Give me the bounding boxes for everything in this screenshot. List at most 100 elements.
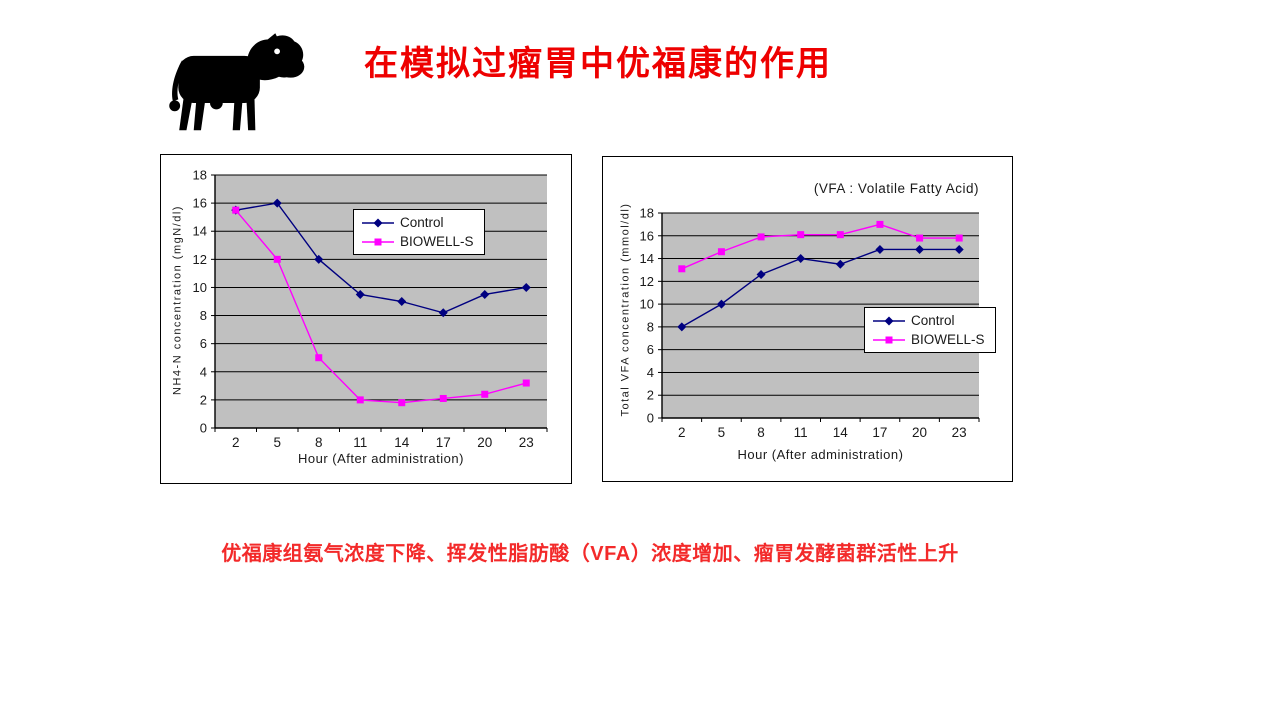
y-axis-title: Total VFA concentration (mmol/dl) [619,202,631,416]
series-marker-biowell-s [916,234,924,242]
series-line-control [681,248,960,328]
y-tick-label: 18 [640,206,654,221]
y-tick-label: 10 [640,297,654,312]
y-tick-label: 14 [193,224,207,239]
x-tick-label: 17 [872,425,887,440]
series-marker-biowell-s [481,390,489,398]
cow-icon-graphic [169,33,305,131]
legend-item-biowell-s: BIOWELL-S [361,233,474,250]
series-marker-control [756,270,766,279]
legend-marker-glyph-biowell-s [885,336,893,343]
series-marker-control [272,198,282,208]
legend-marker-control [362,218,394,227]
y-tick-label: 2 [200,392,207,407]
series-marker-biowell-s [717,248,725,256]
x-tick-label: 8 [757,425,765,440]
series-marker-biowell-s [797,231,805,239]
series-marker-control [835,259,845,269]
legend: Control BIOWELL-S [353,209,485,255]
series-marker-control [677,322,687,332]
series-line-control [235,202,527,314]
y-tick-label: 14 [640,251,654,266]
series-marker-biowell-s [955,234,963,242]
series-marker-control [915,244,925,254]
series-marker-control [875,244,885,254]
y-tick-label: 8 [200,308,207,323]
y-tick-label: 12 [640,274,654,289]
legend-label-control: Control [911,313,955,328]
legend-label-control: Control [400,215,444,230]
legend: Control BIOWELL-S [864,307,996,353]
y-tick-label: 16 [193,196,207,211]
legend-item-control: Control [872,312,985,329]
series-marker-biowell-s [876,220,884,228]
y-tick-label: 4 [200,364,207,379]
y-tick-label: 6 [647,342,654,357]
series-marker-biowell-s [757,233,765,241]
footnote-text: 优福康组氨气浓度下降、挥发性脂肪酸（VFA）浓度增加、瘤胃发酵菌群活性上升 [221,543,959,565]
chart-vfa-panel: 0 2 4 6 8 10 12 14 16 18 2 5 8 11 14 17 20 23 Total VFA co… [602,156,1013,482]
x-tick-label: 23 [952,425,967,440]
y-tick-label: 0 [647,411,654,426]
y-axis-title: NH4-N concentration (mgN/dl) [171,204,183,395]
x-tick-label: 2 [678,425,686,440]
series-marker-control [716,299,726,309]
series-line-biowell-s [681,223,960,270]
x-tick-label: 2 [232,435,240,450]
legend-item-biowell-s: BIOWELL-S [872,331,985,348]
series-marker-biowell-s [836,231,844,239]
series-marker-biowell-s [273,255,281,263]
y-tick-label: 0 [200,421,207,436]
series-marker-biowell-s [315,354,323,362]
x-tick-label: 11 [353,435,367,450]
y-tick-label: 2 [647,388,654,403]
y-tick-label: 16 [640,228,654,243]
legend-label-biowell-s: BIOWELL-S [400,234,474,249]
series-line-biowell-s [235,209,527,404]
series-marker-control [355,289,365,299]
legend-marker-glyph-biowell-s [374,238,382,245]
series-marker-control [438,308,448,318]
legend-marker-biowell-s [873,336,905,343]
series-marker-control [480,289,490,299]
x-tick-label: 20 [912,425,927,440]
y-tick-label: 4 [647,365,654,380]
x-tick-label: 5 [273,435,281,450]
y-tick-label: 18 [193,168,207,183]
legend-marker-biowell-s [362,238,394,245]
chart-nh4n-panel: 0 2 4 6 8 10 12 14 16 18 2 5 8 11 14 17 20 23 NH4-N concen… [160,154,572,484]
x-tick-label: 14 [833,425,849,440]
y-tick-label: 12 [193,252,207,267]
legend-marker-glyph-control [373,218,383,227]
series-marker-biowell-s [522,379,530,387]
series-marker-biowell-s [678,265,686,273]
y-tick-label: 10 [193,280,207,295]
cow-eye [274,48,280,55]
x-axis-title: Hour (After administration) [298,451,464,466]
x-tick-label: 8 [315,435,323,450]
series-marker-control [397,297,407,306]
legend-label-biowell-s: BIOWELL-S [911,332,985,347]
y-tick-label: 8 [647,319,654,334]
vfa-annotation: (VFA : Volatile Fatty Acid) [813,181,979,196]
x-tick-label: 5 [718,425,726,440]
legend-marker-glyph-control [884,316,894,325]
cow-silhouette-icon [162,32,307,136]
series-marker-control [314,254,324,264]
y-tick-label: 6 [200,336,207,351]
x-tick-label: 23 [519,435,534,450]
series-marker-biowell-s [356,396,364,404]
series-marker-biowell-s [398,399,406,407]
x-tick-label: 14 [394,435,410,450]
x-axis-title: Hour (After administration) [737,447,904,462]
legend-item-control: Control [361,214,474,231]
x-tick-label: 17 [436,435,451,450]
series-marker-biowell-s [439,394,447,402]
series-marker-control [521,282,531,292]
x-tick-label: 20 [477,435,492,450]
page-title: 在模拟过瘤胃中优福康的作用 [364,46,832,83]
x-tick-label: 11 [794,425,808,440]
legend-marker-control [873,316,905,325]
chart-canvas: 0 2 4 6 8 10 12 14 16 18 2 5 8 11 14 17 20 23 [193,168,548,450]
